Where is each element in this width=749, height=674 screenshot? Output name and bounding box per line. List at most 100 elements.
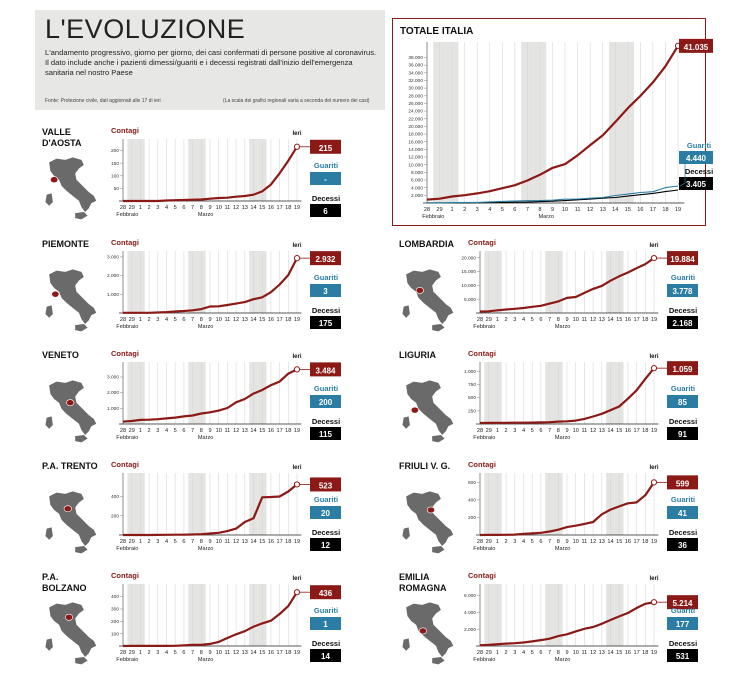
bolzano-decessi-label: Decessi — [312, 639, 340, 648]
totale-xtick-label: 3 — [476, 207, 479, 213]
friuli-endpoint — [650, 479, 658, 486]
valle-guariti-label: Guariti — [314, 161, 338, 170]
lombardia-contagi-label: Contagi — [468, 238, 496, 247]
emilia-ytick-label: 4.000 — [464, 610, 476, 616]
lombardia-ytick-label: 20.000 — [461, 255, 476, 261]
lombardia-xtick-label: 17 — [633, 317, 639, 323]
valle-xtick-label: 29 — [129, 205, 135, 211]
italy-sardinia-friuli — [402, 527, 410, 540]
trento-xtick-label: 18 — [285, 539, 291, 545]
region-name-valle: VALLE D'AOSTA — [42, 127, 82, 148]
lombardia-decessi-value: 2.168 — [672, 319, 693, 328]
trento-xtick-label: 5 — [174, 539, 177, 545]
valle-xtick-label: 3 — [156, 205, 159, 211]
liguria-xtick-label: 4 — [522, 428, 525, 434]
veneto-guariti-value: 200 — [319, 398, 333, 407]
liguria-guariti-box — [667, 395, 698, 408]
totale-xtick-label: 6 — [513, 207, 516, 213]
friuli-decessi-label: Decessi — [669, 528, 697, 537]
italy-sardinia-liguria — [402, 416, 410, 429]
veneto-contagi-value: 3.484 — [315, 366, 336, 375]
piemonte-month-marzo: Marzo — [198, 324, 214, 330]
lombardia-guariti-value: 3.778 — [672, 287, 693, 296]
liguria-xtick-label: 19 — [651, 428, 657, 434]
trento-ytick-label: 400 — [111, 494, 119, 500]
piemonte-ytick-label: 2.000 — [107, 273, 119, 279]
scale-note: (La scala dei grafici regionali varia a … — [223, 98, 370, 104]
lombardia-guariti-label: Guariti — [671, 273, 695, 282]
piemonte-guariti-label: Guariti — [314, 273, 338, 282]
emilia-xtick-label: 10 — [573, 650, 579, 656]
veneto-decessi-box — [310, 427, 341, 440]
totale-xtick-label: 9 — [551, 207, 554, 213]
trento-xtick-label: 11 — [224, 539, 230, 545]
region-name-friuli: FRIULI V. G. — [399, 461, 451, 471]
friuli-xtick-label: 10 — [573, 539, 579, 545]
piemonte-contagi-value: 2.932 — [315, 255, 336, 264]
lombardia-xtick-label: 14 — [607, 317, 613, 323]
emilia-contagi-label: Contagi — [468, 571, 496, 580]
piemonte-series-contagi — [123, 257, 298, 314]
liguria-xtick-label: 5 — [531, 428, 534, 434]
emilia-xtick-label: 13 — [599, 650, 605, 656]
valle-guariti-box — [310, 172, 341, 185]
italy-mainland-bolzano — [49, 602, 97, 657]
totale-ytick-label: 26.000 — [408, 101, 423, 107]
italy-map-friuli — [402, 491, 454, 554]
piemonte-xtick-label: 10 — [216, 317, 222, 323]
italy-mainland-emilia — [406, 602, 454, 657]
piemonte-xtick-label: 5 — [174, 317, 177, 323]
liguria-contagi-value: 1.059 — [672, 365, 693, 374]
region-panel-liguria: LIGURIA 250 500 750 1.000 28 29 1 2 3 4 5 6 7 8 9 10 11 12… — [392, 346, 704, 452]
veneto-ytick-label: 3.000 — [107, 375, 119, 381]
totale-xtick-label: 2 — [463, 207, 466, 213]
totale-xtick-label: 13 — [600, 207, 606, 213]
veneto-ytick-label: 2.000 — [107, 390, 119, 396]
bolzano-xtick-label: 2 — [148, 650, 151, 656]
valle-month-febbraio: Febbraio — [116, 212, 138, 218]
friuli-contagi-label: Contagi — [468, 460, 496, 469]
totale-xtick-label: 16 — [637, 207, 643, 213]
veneto-endpoint — [293, 366, 301, 373]
italy-sardinia-veneto — [45, 416, 53, 429]
veneto-xtick-label: 18 — [285, 428, 291, 434]
piemonte-xtick-label: 17 — [276, 317, 282, 323]
friuli-decessi-value: 36 — [678, 541, 687, 550]
valle-xtick-label: 11 — [224, 205, 230, 211]
totale-month-febbraio: Febbraio — [422, 214, 444, 220]
region-panel-veneto: VENETO 1.000 2.000 3.000 28 29 1 2 3 4 5 6 7 8 9 10 11 12… — [35, 346, 347, 452]
region-name-veneto: VENETO — [42, 350, 79, 360]
friuli-decessi-box — [667, 538, 698, 551]
italy-mainland-lombardia — [406, 269, 454, 324]
valle-xtick-label: 10 — [216, 205, 222, 211]
trento-xtick-label: 28 — [120, 539, 126, 545]
veneto-decessi-value: 115 — [319, 430, 332, 439]
bolzano-guariti-label: Guariti — [314, 606, 338, 615]
valle-series-contagi — [123, 146, 298, 203]
lombardia-xtick-label: 12 — [590, 317, 596, 323]
liguria-xtick-label: 18 — [642, 428, 648, 434]
lombardia-endpoint — [650, 254, 658, 262]
bolzano-contagi-box — [310, 585, 341, 600]
veneto-xtick-label: 29 — [129, 428, 135, 434]
region-highlight-trento — [63, 505, 72, 513]
emilia-xtick-label: 19 — [651, 650, 657, 656]
liguria-guariti-value: 85 — [678, 398, 687, 407]
bolzano-xtick-label: 10 — [216, 650, 222, 656]
valle-xtick-label: 12 — [233, 205, 239, 211]
emilia-xtick-label: 8 — [557, 650, 560, 656]
totale-ytick-label: 36.000 — [408, 63, 423, 69]
trento-xtick-label: 16 — [268, 539, 274, 545]
bolzano-decessi-value: 14 — [321, 652, 330, 661]
lombardia-xtick-label: 5 — [531, 317, 534, 323]
totale-xtick-label: 14 — [612, 207, 618, 213]
liguria-decessi-box — [667, 427, 698, 440]
trento-xtick-label: 29 — [129, 539, 135, 545]
lombardia-xtick-label: 15 — [616, 317, 622, 323]
lombardia-month-febbraio: Febbraio — [473, 324, 495, 330]
piemonte-contagi-label: Contagi — [111, 238, 139, 247]
valle-xtick-label: 18 — [285, 205, 291, 211]
